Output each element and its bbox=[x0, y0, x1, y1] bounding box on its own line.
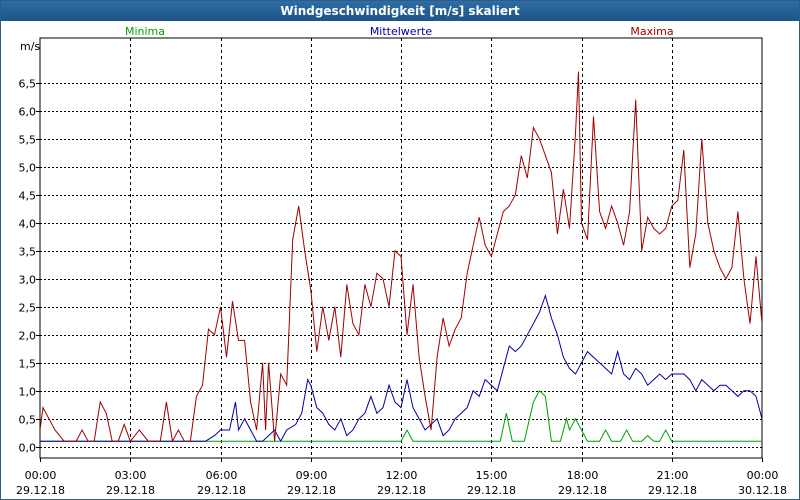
y-tick-label: 0,5 bbox=[19, 414, 37, 427]
series-line-minima bbox=[40, 389, 762, 442]
series-line-maxima bbox=[40, 71, 762, 443]
y-tick-label: 1,5 bbox=[19, 358, 37, 371]
x-tick-date-label: 29.12.18 bbox=[287, 484, 336, 497]
x-tick-date-label: 30.12.18 bbox=[738, 484, 787, 497]
x-tick-time-label: 09:00 bbox=[296, 469, 328, 482]
y-tick-label: 1,0 bbox=[19, 386, 37, 399]
x-tick-time-label: 00:00 bbox=[25, 469, 57, 482]
y-tick-label: 5,5 bbox=[19, 134, 37, 147]
y-tick-label: 4,5 bbox=[19, 190, 37, 203]
x-tick-date-label: 29.12.18 bbox=[467, 484, 516, 497]
x-tick-date-label: 29.12.18 bbox=[16, 484, 65, 497]
x-tick-time-label: 12:00 bbox=[386, 469, 418, 482]
y-tick-label: 6,0 bbox=[19, 106, 37, 119]
y-tick-label: 4,0 bbox=[19, 218, 37, 231]
legend-entry-minima: Minima bbox=[125, 25, 165, 38]
x-tick-time-label: 03:00 bbox=[115, 469, 147, 482]
series-line-mittelwerte bbox=[40, 293, 762, 443]
y-tick-label: 6,5 bbox=[19, 78, 37, 91]
x-tick-date-label: 29.12.18 bbox=[377, 484, 426, 497]
y-tick-label: 0,0 bbox=[19, 442, 37, 455]
x-tick-date-label: 29.12.18 bbox=[648, 484, 697, 497]
x-tick-time-label: 21:00 bbox=[657, 469, 689, 482]
title-bar: Windgeschwindigkeit [m/s] skaliert bbox=[1, 1, 799, 21]
x-tick-time-label: 15:00 bbox=[476, 469, 508, 482]
x-tick-time-label: 06:00 bbox=[206, 469, 238, 482]
x-tick-date-label: 29.12.18 bbox=[558, 484, 607, 497]
y-axis-label: m/s bbox=[20, 40, 40, 53]
y-tick-label: 2,0 bbox=[19, 330, 37, 343]
x-tick-time-label: 00:00 bbox=[747, 469, 779, 482]
y-tick-label: 3,5 bbox=[19, 246, 37, 259]
legend-entry-mittelwerte: Mittelwerte bbox=[370, 25, 433, 38]
y-tick-label: 2,5 bbox=[19, 302, 37, 315]
x-tick-date-label: 29.12.18 bbox=[197, 484, 246, 497]
x-tick-date-label: 29.12.18 bbox=[106, 484, 155, 497]
y-tick-label: 3,0 bbox=[19, 274, 37, 287]
x-tick-time-label: 18:00 bbox=[567, 469, 599, 482]
legend-entry-maxima: Maxima bbox=[630, 25, 673, 38]
window-title: Windgeschwindigkeit [m/s] skaliert bbox=[280, 4, 520, 18]
y-tick-label: 5,0 bbox=[19, 162, 37, 175]
